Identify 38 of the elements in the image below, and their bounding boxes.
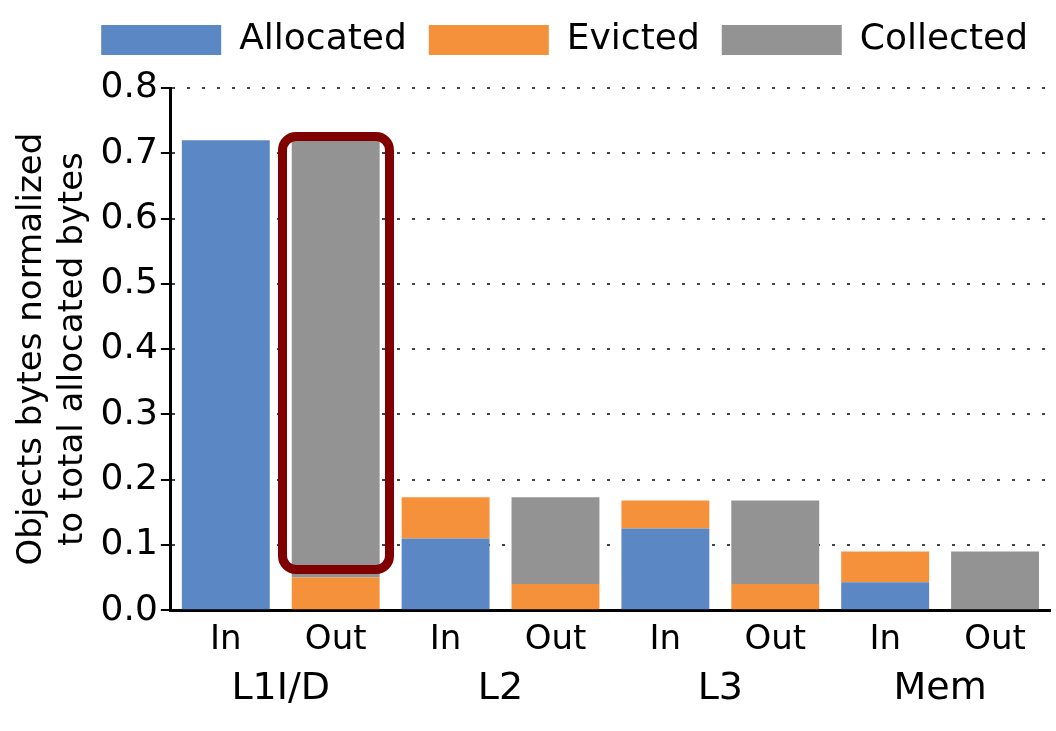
legend-label: Allocated	[239, 16, 407, 58]
legend-label: Evicted	[566, 16, 700, 58]
y-tick-label: 0.7	[100, 129, 158, 171]
x-tick-label: In	[649, 617, 682, 658]
x-tick-label: Out	[304, 617, 367, 658]
y-tick-label: 0.5	[100, 260, 158, 302]
y-tick-label: 0.2	[100, 456, 158, 498]
bar	[511, 584, 600, 610]
bar	[291, 577, 380, 610]
text: L1I/D	[231, 664, 331, 709]
bar	[841, 582, 930, 610]
y-tick-label: 0.6	[100, 194, 158, 236]
x-tick-label: In	[210, 617, 242, 658]
text: L3	[697, 664, 743, 709]
bar	[621, 500, 710, 529]
bar	[731, 584, 820, 610]
text: L2	[477, 664, 524, 709]
x-tick-label: Out	[744, 617, 807, 658]
y-tick-label: 0.1	[100, 521, 158, 563]
x-tick-label: Out	[524, 617, 587, 658]
bar	[401, 497, 490, 539]
y-axis-title: Objects bytes normalized to total allocated bytes	[9, 132, 91, 566]
bar	[621, 528, 710, 610]
bar	[731, 500, 820, 585]
y-tick-label: 0.0	[100, 586, 158, 628]
x-tick-label: In	[429, 617, 462, 658]
y-tick-label: 0.8	[100, 64, 158, 106]
bar	[951, 551, 1040, 610]
bar	[181, 140, 270, 610]
y-tick-label: 0.4	[100, 325, 158, 367]
y-tick-label: 0.3	[100, 390, 158, 432]
bar	[841, 551, 930, 583]
legend-label: Collected	[859, 16, 1029, 58]
bar	[511, 497, 600, 585]
text: Mem	[893, 664, 987, 709]
x-tick-label: Out	[964, 617, 1026, 658]
x-tick-label: In	[869, 617, 901, 658]
bar	[401, 538, 490, 610]
